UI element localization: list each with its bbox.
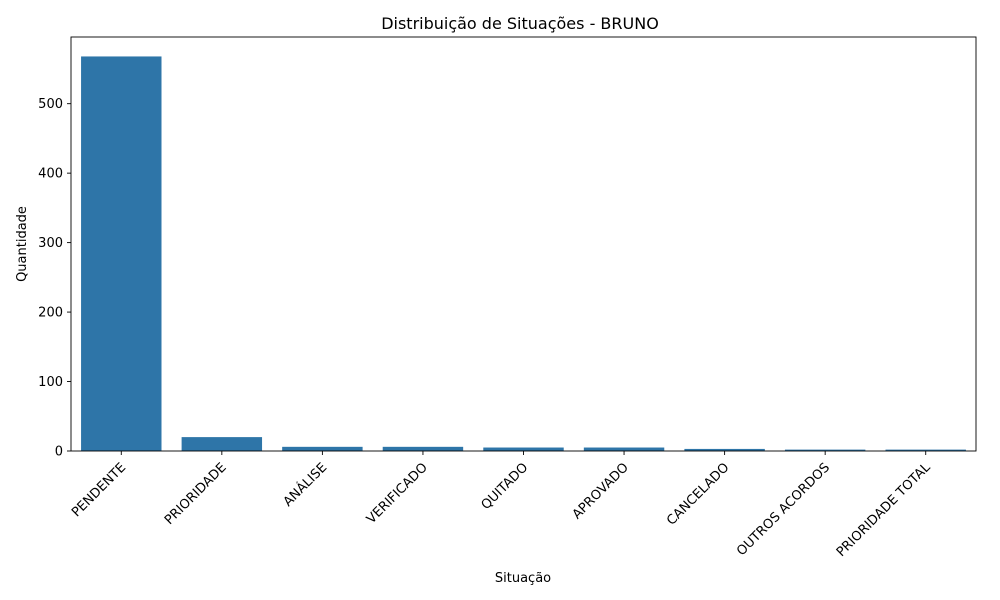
x-tick-label-1: PRIORIDADE [162, 460, 230, 528]
y-tick-label-3: 300 [38, 236, 63, 251]
y-axis-label: Quantidade [15, 206, 30, 282]
x-tick-label-3: VERIFICADO [364, 460, 431, 527]
y-axis: 0 100 200 300 400 500 [38, 97, 71, 460]
x-tick-label-8: PRIORIDADE TOTAL [834, 460, 934, 560]
bar-7 [784, 449, 866, 451]
x-tick-label-5: APROVADO [570, 460, 632, 522]
y-tick-label-0: 0 [55, 445, 63, 460]
y-tick-label-1: 100 [38, 375, 63, 390]
plot-frame [70, 36, 977, 452]
x-tick-label-6: CANCELADO [664, 460, 732, 528]
bar-2 [282, 446, 363, 451]
x-tick-label-7: OUTROS ACORDOS [734, 460, 833, 559]
x-axis-label: Situação [495, 571, 551, 586]
y-tick-label-5: 500 [38, 97, 63, 112]
bar-4 [483, 447, 564, 451]
y-tick-label-2: 200 [38, 306, 63, 321]
x-tick-label-4: QUITADO [479, 460, 532, 513]
bar-5 [583, 447, 665, 451]
y-tick-label-4: 400 [38, 167, 63, 182]
bar-3 [382, 446, 464, 451]
x-tick-label-0: PENDENTE [69, 460, 129, 520]
bar-8 [885, 449, 966, 451]
chart-title: Distribuição de Situações - BRUNO [381, 14, 659, 33]
x-axis: PENDENTE PRIORIDADE ANÁLISE VERIFICADO QUITA… [69, 451, 934, 560]
bar-0 [81, 56, 162, 451]
x-tick-label-2: ANÁLISE [280, 460, 330, 510]
bar-6 [684, 448, 765, 451]
bar-1 [181, 437, 263, 451]
bars-group [81, 56, 966, 451]
